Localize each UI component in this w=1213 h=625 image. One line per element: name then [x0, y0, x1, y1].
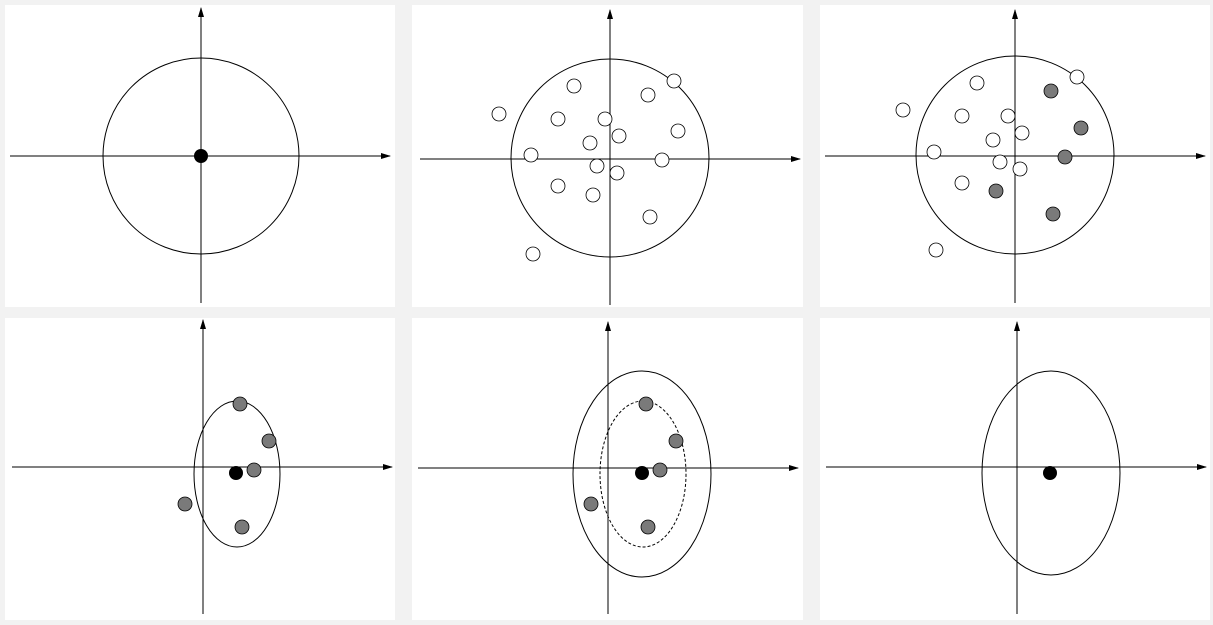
- sample: [609, 165, 625, 181]
- mean-point: [194, 149, 208, 163]
- selected-sample: [668, 433, 684, 449]
- distribution-ellipse: [981, 370, 1121, 576]
- selected-sample: [640, 519, 656, 535]
- selected-sample: [1045, 206, 1061, 222]
- sample: [954, 175, 970, 191]
- selected-sample: [177, 496, 193, 512]
- selected-sample: [1057, 149, 1073, 165]
- sample: [642, 209, 658, 225]
- mean-point: [229, 466, 243, 480]
- selected-sample: [232, 396, 248, 412]
- mean-point: [1043, 466, 1057, 480]
- samples: [491, 73, 686, 262]
- mean-point: [635, 466, 649, 480]
- selected-sample: [234, 519, 250, 535]
- selected-sample: [1043, 83, 1059, 99]
- selected-sample: [638, 396, 654, 412]
- panel: [412, 5, 803, 307]
- selected-sample: [652, 462, 668, 478]
- selected-sample: [583, 496, 599, 512]
- sample: [895, 102, 911, 118]
- sample: [926, 144, 942, 160]
- sample: [928, 242, 944, 258]
- sample: [969, 75, 985, 91]
- sample: [985, 132, 1001, 148]
- panel: [820, 5, 1210, 307]
- panel-bg: [820, 318, 1210, 620]
- selected-sample: [988, 183, 1004, 199]
- sample: [1012, 161, 1028, 177]
- sample: [585, 187, 601, 203]
- distribution-circle: [915, 55, 1115, 255]
- panel: [820, 318, 1210, 620]
- sample: [954, 108, 970, 124]
- distribution-circle: [102, 57, 300, 255]
- sample: [654, 152, 670, 168]
- sample: [1000, 108, 1016, 124]
- sample: [525, 246, 541, 262]
- sample: [611, 128, 627, 144]
- sample: [582, 135, 598, 151]
- distribution-circle: [510, 58, 710, 258]
- sample: [670, 123, 686, 139]
- panel: [5, 5, 395, 307]
- samples: [895, 69, 1089, 258]
- sample: [666, 73, 682, 89]
- sample: [550, 111, 566, 127]
- sample: [597, 111, 613, 127]
- panel-bg: [5, 318, 395, 620]
- sample: [992, 154, 1008, 170]
- panel-bg: [412, 5, 803, 307]
- sample: [566, 78, 582, 94]
- sample: [550, 178, 566, 194]
- sample: [1069, 69, 1085, 85]
- sample: [523, 147, 539, 163]
- sample: [491, 106, 507, 122]
- sample: [640, 87, 656, 103]
- selected-sample: [261, 433, 277, 449]
- updated-ellipse: [572, 370, 712, 578]
- sample: [1014, 125, 1030, 141]
- panel: [5, 318, 395, 620]
- panel: [412, 318, 803, 620]
- sample: [589, 158, 605, 174]
- selected-sample: [246, 462, 262, 478]
- selected-sample: [1073, 120, 1089, 136]
